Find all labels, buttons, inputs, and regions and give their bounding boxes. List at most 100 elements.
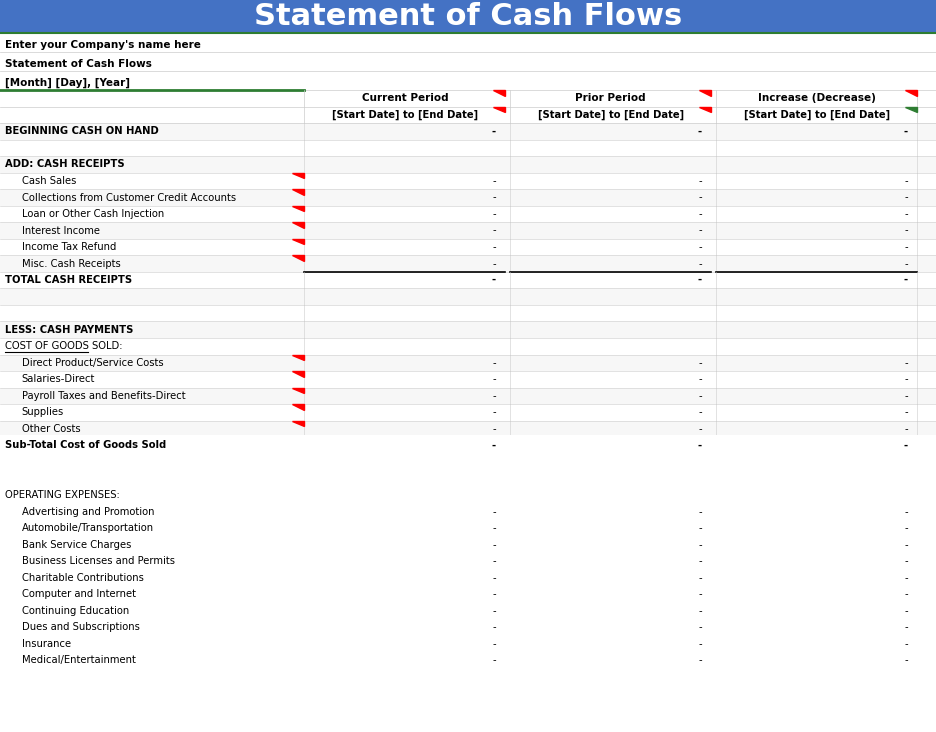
FancyBboxPatch shape	[0, 652, 936, 668]
Text: Bank Service Charges: Bank Service Charges	[22, 539, 131, 550]
Polygon shape	[292, 635, 304, 641]
FancyBboxPatch shape	[0, 470, 936, 487]
Text: Misc. Cash Receipts: Misc. Cash Receipts	[22, 258, 121, 269]
Text: -: -	[904, 258, 908, 269]
FancyBboxPatch shape	[0, 140, 936, 156]
Text: -: -	[492, 176, 496, 186]
Text: -: -	[698, 523, 702, 533]
Text: -: -	[698, 408, 702, 417]
Text: -: -	[904, 193, 908, 203]
Polygon shape	[292, 173, 304, 179]
FancyBboxPatch shape	[0, 619, 936, 635]
Text: -: -	[698, 258, 702, 269]
Text: -: -	[492, 127, 496, 136]
Text: -: -	[492, 539, 496, 550]
Text: -: -	[492, 424, 496, 434]
Text: -: -	[698, 193, 702, 203]
FancyBboxPatch shape	[0, 123, 936, 140]
Text: Automobile/Transportation: Automobile/Transportation	[22, 523, 154, 533]
Text: Collections from Customer Credit Accounts: Collections from Customer Credit Account…	[22, 193, 236, 203]
Text: OPERATING EXPENSES:: OPERATING EXPENSES:	[5, 490, 120, 500]
Text: Insurance: Insurance	[22, 639, 70, 649]
FancyBboxPatch shape	[0, 537, 936, 553]
Polygon shape	[493, 90, 505, 96]
Text: -: -	[492, 374, 496, 384]
Text: [Start Date] to [End Date]: [Start Date] to [End Date]	[331, 110, 478, 120]
Text: Enter your Company's name here: Enter your Company's name here	[5, 40, 200, 50]
Polygon shape	[292, 537, 304, 542]
Text: -: -	[698, 556, 702, 566]
Text: -: -	[904, 539, 908, 550]
Text: -: -	[492, 225, 496, 236]
Polygon shape	[905, 90, 917, 96]
Text: -: -	[904, 441, 908, 450]
Polygon shape	[699, 107, 711, 112]
Text: -: -	[698, 209, 702, 219]
Text: -: -	[698, 622, 702, 632]
Text: -: -	[492, 209, 496, 219]
Text: -: -	[698, 589, 702, 600]
Polygon shape	[292, 404, 304, 410]
Polygon shape	[292, 255, 304, 261]
Text: Continuing Education: Continuing Education	[22, 606, 129, 616]
Text: -: -	[698, 374, 702, 384]
Text: -: -	[904, 639, 908, 649]
Text: -: -	[698, 391, 702, 401]
FancyBboxPatch shape	[0, 371, 936, 388]
Text: Current Period: Current Period	[361, 93, 448, 103]
Text: -: -	[698, 176, 702, 186]
Text: -: -	[698, 539, 702, 550]
Text: -: -	[698, 507, 702, 517]
FancyBboxPatch shape	[0, 635, 936, 652]
Text: -: -	[492, 193, 496, 203]
Text: TOTAL CASH RECEIPTS: TOTAL CASH RECEIPTS	[5, 275, 132, 285]
FancyBboxPatch shape	[0, 388, 936, 404]
Text: -: -	[698, 572, 702, 583]
FancyBboxPatch shape	[0, 504, 936, 520]
FancyBboxPatch shape	[0, 454, 936, 470]
FancyBboxPatch shape	[0, 305, 936, 321]
Text: -: -	[904, 225, 908, 236]
FancyBboxPatch shape	[0, 321, 936, 338]
Text: Business Licenses and Permits: Business Licenses and Permits	[22, 556, 174, 566]
Text: -: -	[904, 242, 908, 252]
Text: -: -	[904, 408, 908, 417]
Text: -: -	[492, 242, 496, 252]
Text: -: -	[904, 622, 908, 632]
Text: -: -	[492, 258, 496, 269]
FancyBboxPatch shape	[0, 520, 936, 537]
Text: -: -	[698, 127, 702, 136]
Polygon shape	[905, 107, 917, 112]
FancyBboxPatch shape	[0, 272, 936, 288]
Text: -: -	[492, 275, 496, 285]
Text: Cash Sales: Cash Sales	[22, 176, 76, 186]
FancyBboxPatch shape	[0, 255, 936, 272]
Text: -: -	[492, 391, 496, 401]
FancyBboxPatch shape	[0, 173, 936, 190]
Text: Loan or Other Cash Injection: Loan or Other Cash Injection	[22, 209, 164, 219]
FancyBboxPatch shape	[0, 437, 936, 454]
Text: -: -	[904, 507, 908, 517]
Text: Direct Product/Service Costs: Direct Product/Service Costs	[22, 358, 163, 367]
FancyBboxPatch shape	[0, 338, 936, 354]
Polygon shape	[292, 569, 304, 575]
FancyBboxPatch shape	[0, 354, 936, 371]
Text: Dues and Subscriptions: Dues and Subscriptions	[22, 622, 139, 632]
Text: -: -	[698, 225, 702, 236]
Polygon shape	[292, 206, 304, 212]
FancyBboxPatch shape	[0, 404, 936, 421]
Text: -: -	[698, 242, 702, 252]
Text: LESS: CASH PAYMENTS: LESS: CASH PAYMENTS	[5, 325, 133, 335]
Polygon shape	[292, 520, 304, 526]
Polygon shape	[292, 586, 304, 591]
Polygon shape	[292, 602, 304, 608]
Polygon shape	[292, 504, 304, 509]
FancyBboxPatch shape	[0, 206, 936, 223]
FancyBboxPatch shape	[0, 586, 936, 602]
Polygon shape	[292, 354, 304, 360]
Text: -: -	[904, 127, 908, 136]
Text: -: -	[904, 606, 908, 616]
FancyBboxPatch shape	[0, 487, 936, 504]
Text: -: -	[492, 655, 496, 665]
Text: Increase (Decrease): Increase (Decrease)	[758, 93, 875, 103]
